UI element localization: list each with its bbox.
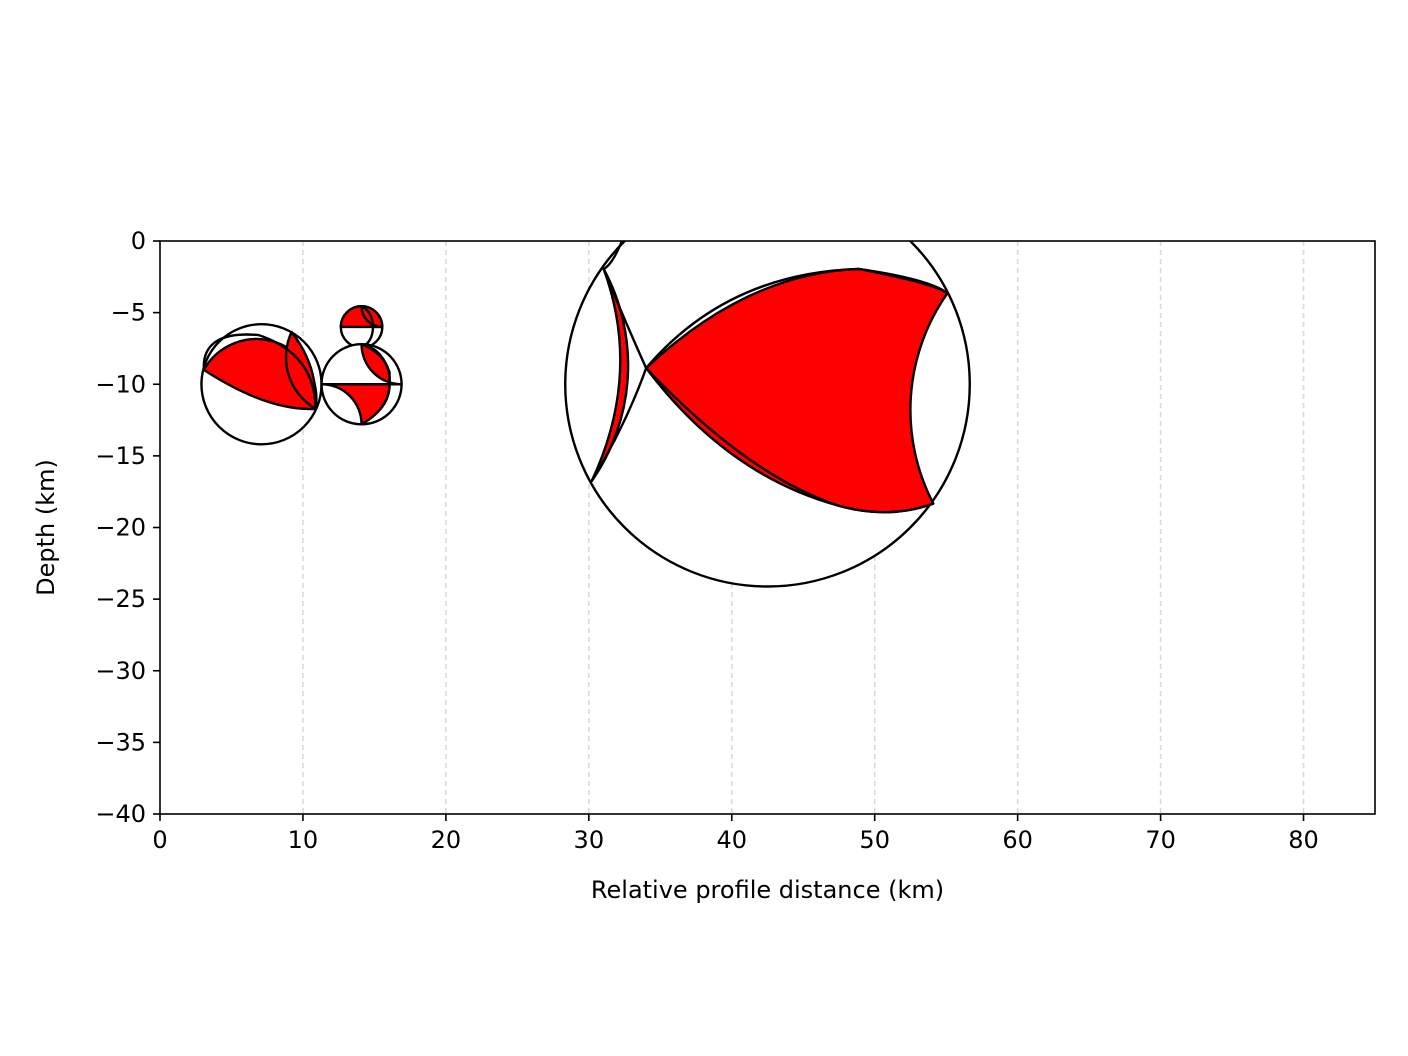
beachball-quadrant — [360, 343, 391, 426]
y-tick-label: −30 — [95, 657, 146, 685]
beachball-quadrant — [284, 330, 318, 411]
y-axis-ticks: 0 −5 −10 −15 −20 −25 −30 −35 −40 — [95, 227, 160, 828]
x-gridlines — [302, 241, 1305, 814]
y-tick-label: −40 — [95, 800, 146, 828]
x-tick-label: 20 — [431, 826, 462, 854]
beachball-quadrant — [202, 333, 317, 409]
x-tick-label: 0 — [152, 826, 167, 854]
beachball — [320, 343, 403, 426]
x-tick-label: 80 — [1288, 826, 1319, 854]
beachball-quadrant — [644, 267, 949, 514]
y-tick-label: −15 — [95, 442, 146, 470]
beachball-quadrant — [603, 241, 624, 271]
x-axis-label: Relative profile distance (km) — [591, 876, 944, 904]
x-tick-label: 30 — [574, 826, 605, 854]
beachball-quadrant — [602, 268, 934, 514]
x-tick-label: 70 — [1145, 826, 1176, 854]
beachball — [200, 323, 323, 446]
beachball-layer — [200, 241, 971, 588]
y-tick-label: −10 — [95, 370, 146, 398]
x-tick-label: 40 — [716, 826, 747, 854]
y-axis-label: Depth (km) — [32, 459, 60, 596]
beachball-quadrant — [590, 267, 949, 482]
beachball — [339, 305, 384, 349]
x-tick-label: 50 — [859, 826, 890, 854]
beachball — [564, 241, 971, 588]
x-axis-ticks: 0 10 20 30 40 50 60 70 80 — [152, 814, 1319, 854]
y-tick-label: −20 — [95, 514, 146, 542]
x-tick-label: 60 — [1002, 826, 1033, 854]
beachball-quadrant — [360, 305, 384, 329]
y-tick-label: −25 — [95, 585, 146, 613]
y-tick-label: −35 — [95, 728, 146, 756]
y-tick-label: −5 — [111, 299, 146, 327]
x-tick-label: 10 — [288, 826, 319, 854]
y-tick-label: 0 — [131, 227, 146, 255]
